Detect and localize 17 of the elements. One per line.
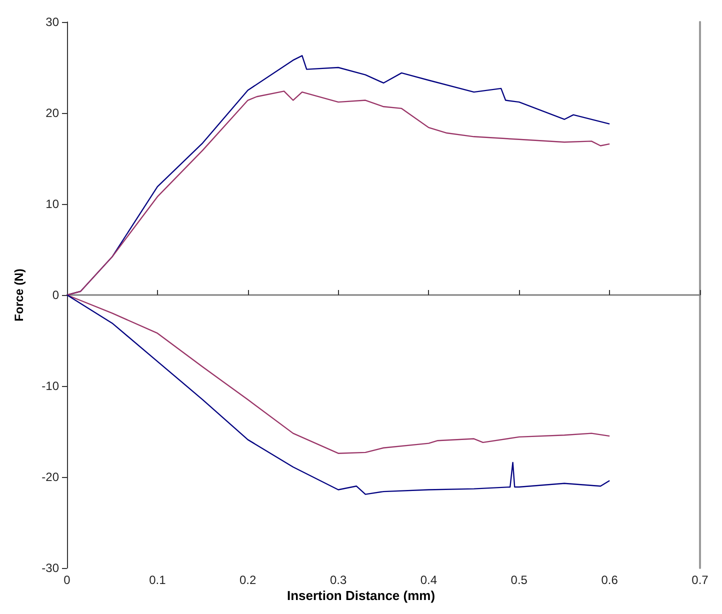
y-tick-label: -10 <box>42 379 60 393</box>
y-axis-title: Force (N) <box>12 268 26 322</box>
y-tick-label: -20 <box>42 470 60 484</box>
y-tick-label: 20 <box>46 106 60 120</box>
x-tick-label: 0.2 <box>240 573 257 587</box>
y-tick-label: -30 <box>42 561 60 575</box>
x-axis-title: Insertion Distance (mm) <box>286 588 436 603</box>
x-tick-label: 0 <box>64 573 71 587</box>
x-tick-label: 0.6 <box>601 573 618 587</box>
y-tick-label: 30 <box>46 15 60 29</box>
x-tick-label: 0.1 <box>149 573 166 587</box>
x-tick-label: 0.3 <box>330 573 347 587</box>
x-tick-label: 0.7 <box>692 573 709 587</box>
x-tick-label: 0.4 <box>420 573 438 587</box>
y-tick-label: 10 <box>46 197 60 211</box>
x-tick-label: 0.5 <box>510 573 528 587</box>
y-tick-label: 0 <box>52 288 60 302</box>
